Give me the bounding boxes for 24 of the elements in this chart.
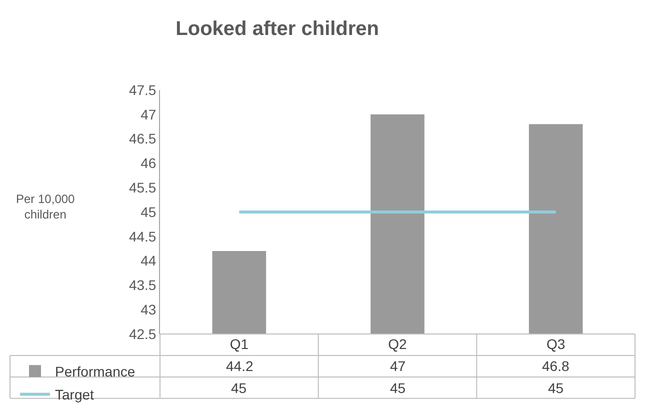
x-tick-label: Q2 (388, 336, 408, 352)
y-tick-label: 43.5 (128, 277, 156, 294)
y-tick-label: 45 (140, 204, 156, 220)
data-label: 45 (548, 380, 564, 396)
data-label: 47 (390, 358, 406, 374)
y-tick-label: 44.5 (128, 228, 156, 244)
data-label: 45 (231, 380, 247, 396)
y-tick-label: 47.5 (128, 82, 156, 98)
y-tick-label: 45.5 (128, 180, 156, 196)
y-tick-label: 46 (140, 155, 156, 172)
x-tick-label: Q3 (546, 336, 566, 352)
legend-label: Performance (55, 364, 136, 380)
data-label: 45 (390, 380, 406, 396)
y-tick-label: 43 (140, 302, 156, 318)
data-label: 44.2 (226, 358, 254, 374)
y-tick-label: 44 (140, 252, 156, 269)
y-tick-label: 46.5 (128, 130, 156, 147)
y-tick-label: 47 (140, 106, 156, 122)
legend-label: Target (55, 386, 94, 403)
chart-title: Looked after children (176, 18, 380, 40)
data-label: 46.8 (542, 358, 570, 374)
y-tick-label: 42.5 (128, 326, 156, 342)
x-tick-label: Q1 (230, 336, 249, 352)
y-axis-title: Per 10,000 children (16, 192, 76, 222)
